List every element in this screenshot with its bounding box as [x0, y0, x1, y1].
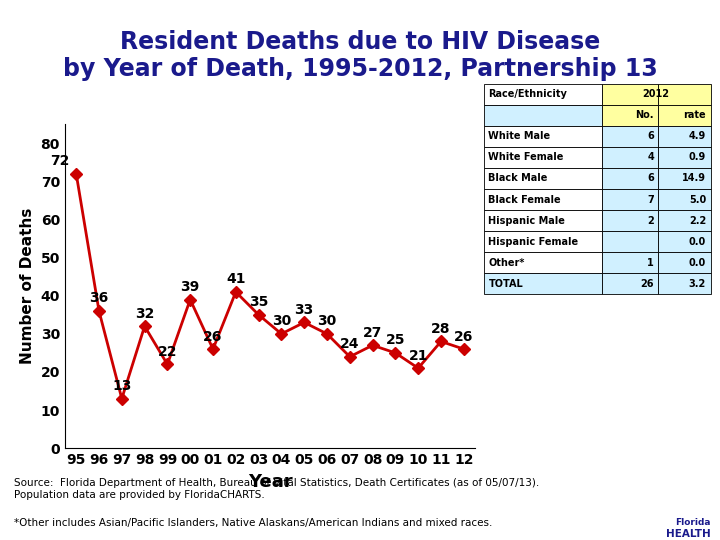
Text: Black Female: Black Female: [488, 194, 561, 205]
Bar: [659, 147, 711, 168]
X-axis label: Year: Year: [248, 472, 292, 491]
Bar: [602, 210, 659, 231]
Bar: [484, 189, 602, 210]
Bar: [484, 210, 602, 231]
Text: 2.2: 2.2: [689, 215, 706, 226]
Text: rate: rate: [683, 110, 706, 120]
Bar: [484, 168, 602, 189]
Text: Florida: Florida: [675, 518, 711, 527]
Bar: [602, 231, 659, 252]
Text: 24: 24: [340, 337, 359, 351]
Bar: [659, 126, 711, 147]
Text: 33: 33: [294, 303, 314, 317]
Text: 30: 30: [318, 314, 337, 328]
Bar: [484, 105, 602, 126]
Text: 35: 35: [249, 295, 269, 309]
Text: 2012: 2012: [643, 89, 670, 99]
Text: No.: No.: [636, 110, 654, 120]
Bar: [659, 84, 711, 105]
Text: 26: 26: [454, 329, 474, 343]
Bar: [659, 210, 711, 231]
Text: Race/Ethnicity: Race/Ethnicity: [488, 89, 567, 99]
Text: 27: 27: [363, 326, 382, 340]
Text: HEALTH: HEALTH: [666, 529, 711, 539]
Text: TOTAL: TOTAL: [488, 279, 523, 289]
Text: 0.9: 0.9: [689, 152, 706, 163]
Text: 21: 21: [408, 349, 428, 362]
Text: Resident Deaths due to HIV Disease: Resident Deaths due to HIV Disease: [120, 30, 600, 53]
Bar: [602, 189, 659, 210]
Bar: [602, 252, 659, 273]
Text: Hispanic Female: Hispanic Female: [488, 237, 578, 247]
Text: 28: 28: [431, 322, 451, 336]
Text: 5.0: 5.0: [689, 194, 706, 205]
Bar: [659, 189, 711, 210]
Text: Source:  Florida Department of Health, Bureau of Vital Statistics, Death Certifi: Source: Florida Department of Health, Bu…: [14, 478, 540, 500]
Bar: [602, 84, 659, 105]
Text: 26: 26: [641, 279, 654, 289]
Circle shape: [626, 495, 653, 508]
Text: 6: 6: [647, 131, 654, 141]
Text: by Year of Death, 1995-2012, Partnership 13: by Year of Death, 1995-2012, Partnership…: [63, 57, 657, 80]
Text: *Other includes Asian/Pacific Islanders, Native Alaskans/American Indians and mi: *Other includes Asian/Pacific Islanders,…: [14, 518, 492, 529]
Bar: [602, 273, 659, 294]
Text: 4: 4: [647, 152, 654, 163]
Y-axis label: Number of Deaths: Number of Deaths: [20, 208, 35, 364]
Bar: [659, 168, 711, 189]
Bar: [659, 252, 711, 273]
Text: 7: 7: [647, 194, 654, 205]
Text: 26: 26: [203, 329, 222, 343]
Bar: [659, 105, 711, 126]
Text: 30: 30: [271, 314, 291, 328]
Text: 2: 2: [647, 215, 654, 226]
Text: 1: 1: [647, 258, 654, 268]
Text: White Male: White Male: [488, 131, 551, 141]
Text: Black Male: Black Male: [488, 173, 548, 184]
Text: 3.2: 3.2: [689, 279, 706, 289]
Text: White Female: White Female: [488, 152, 564, 163]
Text: 39: 39: [181, 280, 200, 294]
Bar: [602, 147, 659, 168]
Text: 13: 13: [112, 379, 132, 393]
Bar: [484, 147, 602, 168]
Text: 0.0: 0.0: [689, 237, 706, 247]
Bar: [484, 126, 602, 147]
Bar: [602, 105, 659, 126]
Text: 6: 6: [647, 173, 654, 184]
Text: 0.0: 0.0: [689, 258, 706, 268]
Text: 41: 41: [226, 272, 246, 286]
Bar: [484, 252, 602, 273]
Bar: [659, 231, 711, 252]
Bar: [602, 168, 659, 189]
Text: 22: 22: [158, 345, 177, 359]
Bar: [484, 84, 602, 105]
Text: Hispanic Male: Hispanic Male: [488, 215, 565, 226]
Text: 32: 32: [135, 307, 154, 321]
Bar: [659, 273, 711, 294]
Text: 25: 25: [386, 333, 405, 347]
Text: Other*: Other*: [488, 258, 525, 268]
Text: 4.9: 4.9: [689, 131, 706, 141]
Bar: [484, 231, 602, 252]
Text: 36: 36: [89, 292, 109, 306]
Bar: [602, 126, 659, 147]
Bar: [484, 273, 602, 294]
Text: 14.9: 14.9: [682, 173, 706, 184]
Text: 72: 72: [50, 154, 69, 168]
